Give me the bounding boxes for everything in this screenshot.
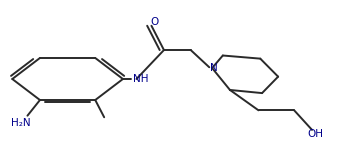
Text: OH: OH [307,129,324,139]
Text: N: N [210,63,217,73]
Text: O: O [150,17,158,27]
Text: NH: NH [133,74,149,84]
Text: H₂N: H₂N [10,118,30,128]
